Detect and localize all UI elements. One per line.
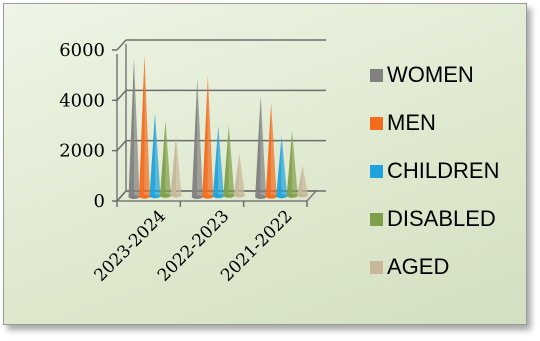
cone-left-men xyxy=(202,75,208,199)
y-axis-ticks: 0 2000 4000 6000 xyxy=(59,40,117,212)
cone-right-aged xyxy=(239,153,245,198)
cone-right-children xyxy=(218,125,224,199)
cone-base-aged xyxy=(233,193,245,198)
cone-left-men xyxy=(139,55,145,199)
cone-right-aged xyxy=(176,135,182,198)
cone-left-aged xyxy=(297,165,303,198)
cone-left-children xyxy=(276,135,282,199)
legend-label-children: CHILDREN xyxy=(387,158,499,183)
legend-label-women: WOMEN xyxy=(387,62,474,87)
gridline-diag xyxy=(116,89,127,101)
cone-base-disabled xyxy=(286,193,298,198)
gridline-diag xyxy=(116,39,127,51)
legend-label-men: MEN xyxy=(387,110,436,135)
cone-right-women xyxy=(260,95,267,199)
cone-left-children xyxy=(149,112,155,199)
cone-base-men xyxy=(202,194,214,199)
cone-base-aged xyxy=(297,193,309,198)
cone-right-children xyxy=(155,112,161,199)
cone-base-men xyxy=(139,194,150,199)
cone-right-men xyxy=(144,55,150,199)
cone-base-women xyxy=(255,195,267,199)
cone-base-women xyxy=(191,195,203,199)
legend-swatch-men xyxy=(370,117,383,130)
cone-left-aged xyxy=(170,135,176,198)
y-tick-label: 2000 xyxy=(59,141,105,162)
cone-right-disabled xyxy=(292,130,298,198)
cone-right-disabled xyxy=(228,125,235,198)
cone-right-disabled xyxy=(165,120,171,198)
cone-left-children xyxy=(212,125,219,199)
cone-right-children xyxy=(281,135,288,199)
y-tick-label: 0 xyxy=(94,191,105,212)
cone-base-children xyxy=(212,194,224,199)
gridline-diag xyxy=(116,140,127,152)
cone-base-disabled xyxy=(160,193,171,198)
cone-left-men xyxy=(265,102,272,199)
cone-base-children xyxy=(149,194,161,199)
y-tick-label: 4000 xyxy=(59,90,105,111)
legend-swatch-aged xyxy=(370,261,383,274)
cone-left-disabled xyxy=(223,125,229,198)
cone-base-aged xyxy=(170,193,182,198)
cone-base-disabled xyxy=(223,193,235,198)
cone-left-women xyxy=(128,57,134,200)
chart-frame xyxy=(3,3,527,325)
legend-swatch-women xyxy=(370,69,383,82)
cone-right-aged xyxy=(302,165,309,198)
cone-base-women xyxy=(128,195,140,199)
cone-left-disabled xyxy=(286,130,293,198)
cone-base-men xyxy=(265,194,277,199)
legend-label-aged: AGED xyxy=(387,254,449,279)
cone-base-children xyxy=(276,194,288,199)
cone-right-men xyxy=(207,75,214,199)
legend: WOMEN MEN CHILDREN DISABLED AGED xyxy=(370,62,499,279)
legend-swatch-disabled xyxy=(370,213,383,226)
y-tick-label: 6000 xyxy=(59,40,105,61)
cone-right-men xyxy=(271,102,277,199)
cone-right-women xyxy=(134,57,140,200)
cone-right-women xyxy=(197,77,203,199)
cones xyxy=(128,55,309,200)
legend-swatch-children xyxy=(370,165,383,178)
cone-left-disabled xyxy=(160,120,166,198)
cone-left-women xyxy=(255,95,261,199)
cone-left-women xyxy=(191,77,198,199)
legend-label-disabled: DISABLED xyxy=(387,206,496,231)
gridline-diag xyxy=(116,190,127,202)
cone-left-aged xyxy=(233,153,240,198)
